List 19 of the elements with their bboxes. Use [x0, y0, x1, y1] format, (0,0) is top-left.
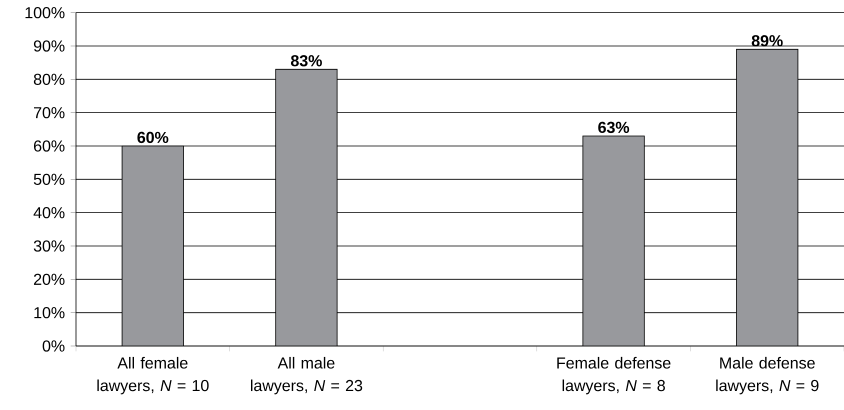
y-tick-label: 60%: [34, 140, 65, 152]
y-tick-label: 90%: [34, 40, 65, 52]
y-tick-label: 50%: [34, 174, 65, 185]
x-tick-label: All female lawyers, N = 10: [97, 356, 209, 394]
x-tick-label: Male defense lawyers, N = 9: [716, 356, 818, 394]
y-tick-label: 100%: [26, 7, 65, 18]
y-tick-label: 70%: [34, 107, 65, 118]
y-tick-label: 10%: [34, 307, 65, 318]
y-tick-label: 30%: [34, 240, 65, 252]
y-tick-label: 80%: [34, 74, 65, 85]
data-label: 63%: [598, 122, 630, 134]
y-tick-label: 40%: [34, 207, 65, 218]
y-tick-label: 0%: [42, 340, 65, 352]
x-tick-label: Female defense lawyers, N = 8: [557, 356, 670, 394]
data-label: 83%: [290, 55, 322, 66]
data-label: 89%: [752, 35, 783, 46]
x-tick-label: All male lawyers, N = 23: [251, 356, 362, 394]
y-tick-label: 20%: [34, 274, 65, 285]
data-label: 60%: [137, 132, 168, 144]
